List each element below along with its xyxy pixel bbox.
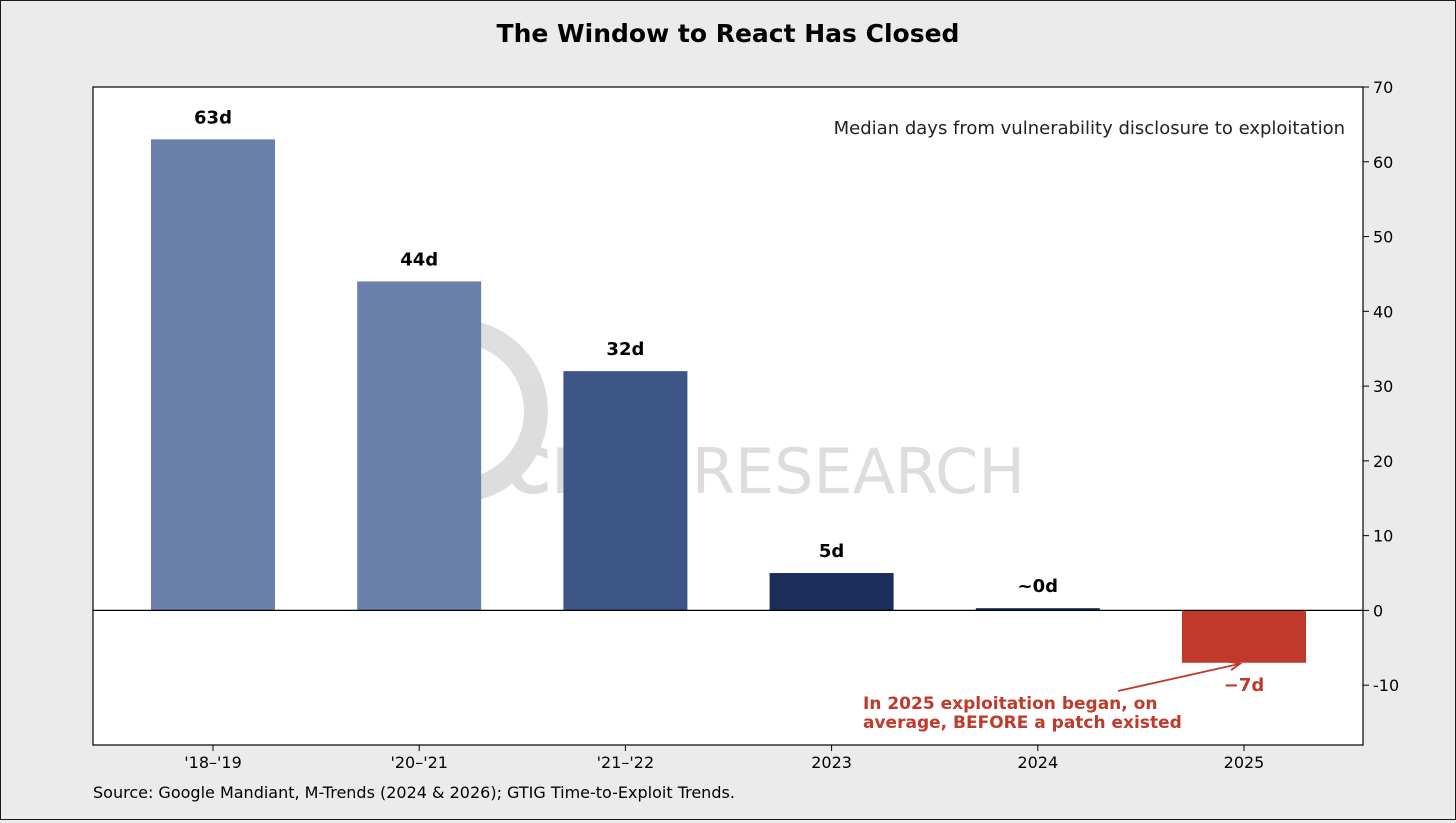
annotation-line-2: average, BEFORE a patch existed: [863, 713, 1182, 733]
x-tick-label-0: '18–'19: [184, 753, 242, 772]
y-tick-label-5: 40: [1373, 302, 1393, 321]
bar-3: [769, 573, 894, 611]
annotation-line-1: In 2025 exploitation began, on: [863, 694, 1157, 714]
y-tick-label-0: -10: [1373, 676, 1399, 695]
bars-group: [151, 139, 1306, 663]
y-tick-label-3: 20: [1373, 452, 1393, 471]
value-labels-group: 63d 44d 32d 5d ~0d −7d: [194, 107, 1264, 695]
x-tick-label-2: '21–'22: [597, 753, 655, 772]
y-tick-label-1: 0: [1373, 601, 1383, 620]
y-tick-label-7: 60: [1373, 153, 1393, 172]
source-note: Source: Google Mandiant, M-Trends (2024 …: [93, 783, 735, 802]
x-tick-label-5: 2025: [1224, 753, 1265, 772]
chart-subtitle: Median days from vulnerability disclosur…: [834, 118, 1345, 139]
bar-value-label-5: −7d: [1224, 675, 1265, 696]
bar-value-label-4: ~0d: [1018, 576, 1059, 597]
y-tick-label-2: 10: [1373, 527, 1393, 546]
annotation: In 2025 exploitation began, on average, …: [863, 660, 1243, 733]
bar-5: [1182, 610, 1306, 663]
bar-value-label-1: 44d: [400, 249, 438, 270]
bar-1: [357, 281, 482, 611]
x-tick-label-4: 2024: [1017, 753, 1058, 772]
y-tick-label-8: 70: [1373, 78, 1393, 97]
annotation-arrow: [1117, 662, 1241, 692]
y-tick-label-4: 30: [1373, 377, 1393, 396]
bar-4: [975, 608, 1100, 611]
y-tick-label-6: 50: [1373, 228, 1393, 247]
x-tick-label-3: 2023: [811, 753, 852, 772]
bar-value-label-2: 32d: [606, 339, 644, 360]
bar-0: [151, 139, 275, 611]
x-axis: '18–'19 '20–'21 '21–'22 2023 2024 2025: [184, 745, 1264, 772]
bar-value-label-3: 5d: [819, 541, 844, 562]
chart-title: The Window to React Has Closed: [497, 19, 960, 48]
plot-area: [92, 86, 1364, 746]
x-tick-label-1: '20–'21: [390, 753, 448, 772]
bar-value-label-0: 63d: [194, 107, 232, 128]
annotation-arrowhead: [1229, 660, 1243, 671]
bar-2: [563, 371, 688, 611]
y-axis: -10 0 10 20 30 40 50 60 70: [1363, 78, 1399, 695]
